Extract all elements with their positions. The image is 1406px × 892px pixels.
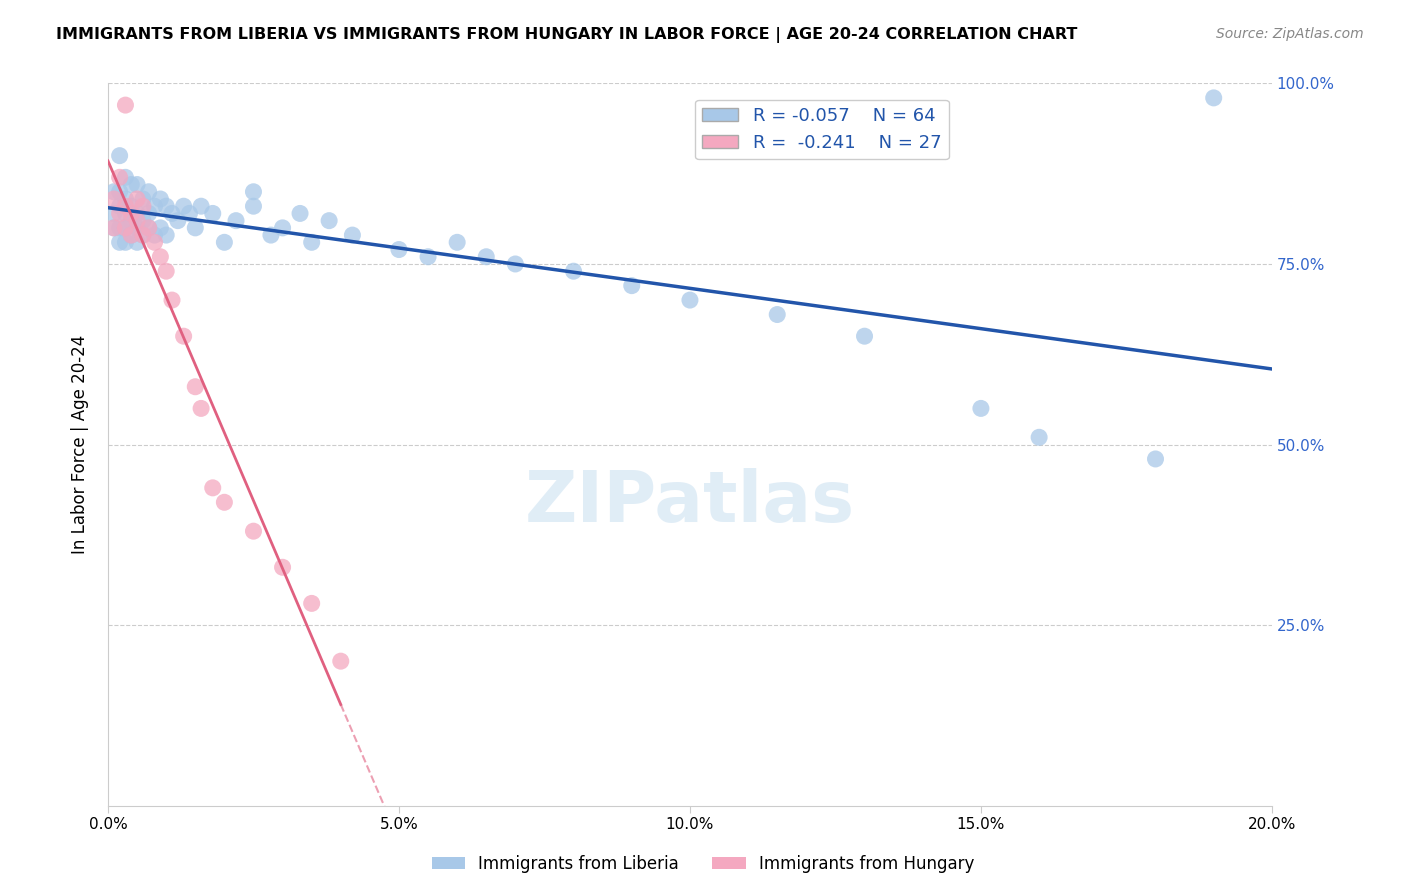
Point	[271, 220, 294, 235]
Point	[108, 220, 131, 235]
Point	[214, 495, 236, 509]
Point	[620, 278, 643, 293]
Point	[214, 235, 236, 250]
Point	[108, 170, 131, 185]
Point	[132, 192, 155, 206]
Point	[301, 596, 323, 610]
Text: Source: ZipAtlas.com: Source: ZipAtlas.com	[1216, 27, 1364, 41]
Point	[679, 293, 702, 307]
Point	[120, 206, 142, 220]
Point	[149, 250, 172, 264]
Point	[108, 206, 131, 220]
Point	[120, 228, 142, 243]
Point	[103, 206, 125, 220]
Point	[505, 257, 527, 271]
Point	[127, 192, 149, 206]
Point	[201, 481, 224, 495]
Point	[970, 401, 993, 416]
Point	[329, 654, 352, 668]
Point	[155, 264, 177, 278]
Point	[103, 185, 125, 199]
Point	[103, 220, 125, 235]
Point	[114, 235, 136, 250]
Point	[190, 401, 212, 416]
Point	[138, 206, 160, 220]
Point	[446, 235, 468, 250]
Text: ZIPatlas: ZIPatlas	[524, 467, 855, 537]
Point	[132, 199, 155, 213]
Point	[288, 206, 311, 220]
Point	[143, 199, 166, 213]
Point	[149, 192, 172, 206]
Point	[120, 178, 142, 192]
Point	[388, 243, 411, 257]
Point	[190, 199, 212, 213]
Point	[120, 228, 142, 243]
Point	[132, 213, 155, 227]
Point	[103, 220, 125, 235]
Point	[127, 213, 149, 227]
Point	[318, 213, 340, 227]
Point	[201, 206, 224, 220]
Point	[155, 199, 177, 213]
Y-axis label: In Labor Force | Age 20-24: In Labor Force | Age 20-24	[72, 334, 89, 554]
Point	[242, 185, 264, 199]
Point	[260, 228, 283, 243]
Point	[416, 250, 439, 264]
Point	[138, 220, 160, 235]
Point	[114, 220, 136, 235]
Point	[1202, 91, 1225, 105]
Point	[127, 178, 149, 192]
Point	[108, 149, 131, 163]
Point	[562, 264, 585, 278]
Point	[475, 250, 498, 264]
Point	[173, 199, 195, 213]
Point	[1028, 430, 1050, 444]
Point	[179, 206, 201, 220]
Point	[149, 220, 172, 235]
Point	[155, 228, 177, 243]
Point	[120, 213, 142, 227]
Point	[301, 235, 323, 250]
Point	[114, 206, 136, 220]
Point	[127, 220, 149, 235]
Point	[853, 329, 876, 343]
Point	[138, 185, 160, 199]
Point	[242, 524, 264, 538]
Point	[132, 228, 155, 243]
Point	[114, 220, 136, 235]
Point	[127, 206, 149, 220]
Point	[127, 235, 149, 250]
Point	[271, 560, 294, 574]
Point	[766, 308, 789, 322]
Point	[160, 293, 183, 307]
Point	[138, 220, 160, 235]
Point	[108, 235, 131, 250]
Legend: R = -0.057    N = 64, R =  -0.241    N = 27: R = -0.057 N = 64, R = -0.241 N = 27	[695, 100, 949, 159]
Point	[103, 192, 125, 206]
Point	[242, 199, 264, 213]
Point	[342, 228, 364, 243]
Point	[1144, 452, 1167, 467]
Point	[143, 228, 166, 243]
Point	[173, 329, 195, 343]
Point	[184, 220, 207, 235]
Point	[114, 170, 136, 185]
Point	[108, 199, 131, 213]
Legend: Immigrants from Liberia, Immigrants from Hungary: Immigrants from Liberia, Immigrants from…	[425, 848, 981, 880]
Point	[120, 199, 142, 213]
Text: IMMIGRANTS FROM LIBERIA VS IMMIGRANTS FROM HUNGARY IN LABOR FORCE | AGE 20-24 CO: IMMIGRANTS FROM LIBERIA VS IMMIGRANTS FR…	[56, 27, 1077, 43]
Point	[114, 199, 136, 213]
Point	[114, 98, 136, 112]
Point	[166, 213, 188, 227]
Point	[132, 228, 155, 243]
Point	[184, 380, 207, 394]
Point	[108, 185, 131, 199]
Point	[114, 192, 136, 206]
Point	[143, 235, 166, 250]
Point	[225, 213, 247, 227]
Point	[160, 206, 183, 220]
